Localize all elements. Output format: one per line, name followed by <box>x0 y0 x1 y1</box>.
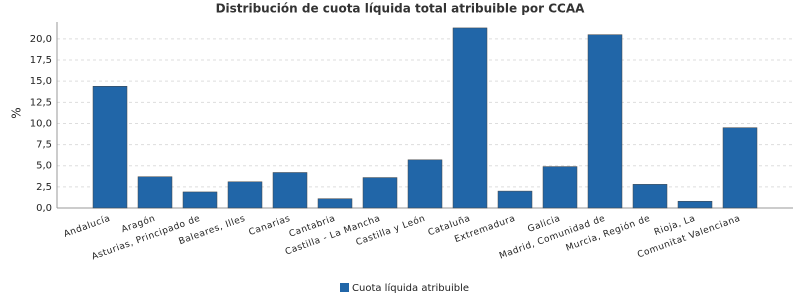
y-tick-label: 0,0 <box>36 203 52 214</box>
bar <box>227 181 263 209</box>
bar <box>317 198 353 209</box>
bar <box>587 34 623 209</box>
bar <box>182 191 218 209</box>
bar <box>362 177 398 209</box>
bar <box>407 159 443 209</box>
bar <box>452 27 488 209</box>
x-tick-label: Canarias <box>248 214 292 238</box>
bar <box>542 166 578 209</box>
legend-label: Cuota líquida atribuible <box>352 282 469 294</box>
y-tick-label: 10,0 <box>30 118 52 129</box>
y-tick-label: 12,5 <box>30 97 52 108</box>
x-tick-label: Andalucía <box>63 214 112 240</box>
bar <box>137 176 173 209</box>
bar <box>722 127 758 209</box>
y-axis-label: % <box>10 107 24 118</box>
chart-title: Distribución de cuota líquida total atri… <box>216 2 586 16</box>
y-tick-label: 15,0 <box>30 76 52 87</box>
y-tick-label: 17,5 <box>30 55 52 66</box>
bar <box>497 190 533 209</box>
bar <box>632 184 668 209</box>
y-tick-label: 5,0 <box>36 161 52 172</box>
legend-swatch <box>340 283 349 292</box>
y-tick-label: 20,0 <box>30 34 52 45</box>
y-tick-label: 7,5 <box>36 140 52 151</box>
y-tick-label: 2,5 <box>36 182 52 193</box>
bar <box>92 86 128 209</box>
bar <box>272 172 308 209</box>
bar <box>677 200 713 209</box>
